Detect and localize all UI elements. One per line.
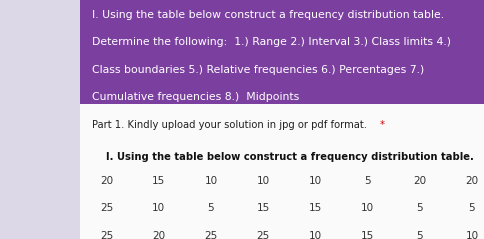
Text: Determine the following:  1.) Range 2.) Interval 3.) Class limits 4.): Determine the following: 1.) Range 2.) I… xyxy=(92,37,451,47)
Text: 10: 10 xyxy=(361,203,374,213)
Text: 5: 5 xyxy=(208,203,214,213)
Text: Cumulative frequencies 8.)  Midpoints: Cumulative frequencies 8.) Midpoints xyxy=(92,92,299,102)
Text: 25: 25 xyxy=(204,231,217,239)
Text: Class boundaries 5.) Relative frequencies 6.) Percentages 7.): Class boundaries 5.) Relative frequencie… xyxy=(92,65,424,75)
Text: 5: 5 xyxy=(364,176,371,186)
Text: 15: 15 xyxy=(309,203,322,213)
FancyBboxPatch shape xyxy=(80,0,484,104)
Text: 15: 15 xyxy=(361,231,374,239)
Text: 5: 5 xyxy=(416,231,423,239)
Text: 10: 10 xyxy=(465,231,479,239)
Text: 20: 20 xyxy=(413,176,426,186)
Text: 10: 10 xyxy=(309,176,322,186)
Text: 20: 20 xyxy=(465,176,479,186)
Text: 25: 25 xyxy=(100,231,113,239)
Text: 15: 15 xyxy=(257,203,270,213)
Text: I. Using the table below construct a frequency distribution table.: I. Using the table below construct a fre… xyxy=(92,10,444,20)
Text: 5: 5 xyxy=(469,203,475,213)
Text: 10: 10 xyxy=(152,203,165,213)
Text: 15: 15 xyxy=(152,176,166,186)
Text: 25: 25 xyxy=(100,203,113,213)
Text: 20: 20 xyxy=(152,231,165,239)
Text: *: * xyxy=(380,120,385,130)
Text: 25: 25 xyxy=(257,231,270,239)
FancyBboxPatch shape xyxy=(80,104,484,239)
Text: 5: 5 xyxy=(416,203,423,213)
Text: 10: 10 xyxy=(204,176,217,186)
FancyBboxPatch shape xyxy=(0,0,80,239)
Text: 10: 10 xyxy=(257,176,270,186)
Text: 10: 10 xyxy=(309,231,322,239)
Text: Part 1. Kindly upload your solution in jpg or pdf format.: Part 1. Kindly upload your solution in j… xyxy=(92,120,370,130)
Text: 20: 20 xyxy=(100,176,113,186)
Text: I. Using the table below construct a frequency distribution table.: I. Using the table below construct a fre… xyxy=(106,152,474,162)
